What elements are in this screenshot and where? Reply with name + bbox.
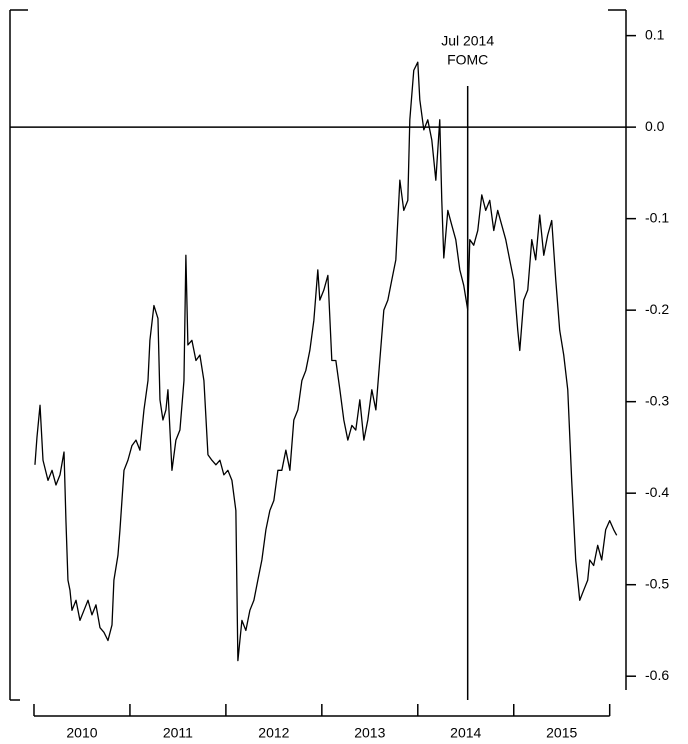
x-tick-label: 2013 — [354, 725, 385, 741]
y-tick-label: -0.5 — [645, 575, 669, 591]
y-tick-label: -0.6 — [645, 667, 669, 683]
x-tick-label: 2014 — [450, 725, 481, 741]
y-tick-label: 0.0 — [645, 118, 665, 134]
y-tick-label: -0.4 — [645, 484, 669, 500]
x-tick-label: 2010 — [66, 725, 97, 741]
y-tick-label: -0.2 — [645, 301, 669, 317]
data-line — [34, 61, 618, 662]
y-tick-label: 0.1 — [645, 26, 665, 42]
annotation-text: FOMC — [447, 52, 488, 68]
x-tick-label: 2011 — [163, 725, 193, 741]
y-tick-label: -0.3 — [645, 392, 669, 408]
y-tick-label: -0.1 — [645, 209, 669, 225]
x-tick-label: 2012 — [258, 725, 289, 741]
annotation-text: Jul 2014 — [441, 33, 494, 49]
x-tick-label: 2015 — [546, 725, 577, 741]
